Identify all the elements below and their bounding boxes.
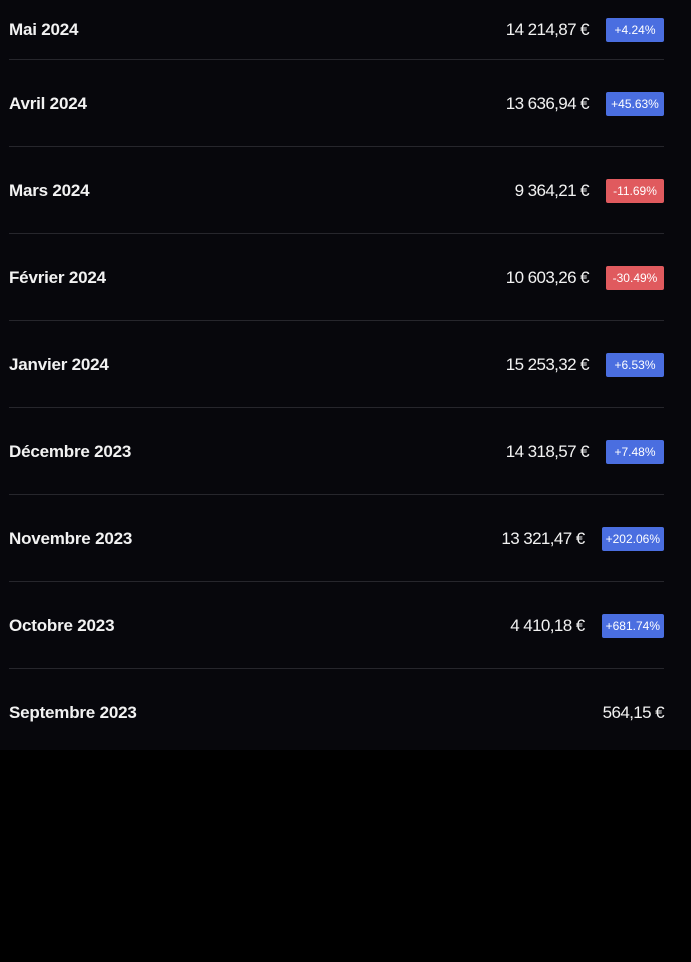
amount-value: 13 321,47 €: [501, 528, 585, 548]
row-values: 9 364,21 € -11.69%: [514, 178, 664, 203]
list-item[interactable]: Mars 2024 9 364,21 € -11.69%: [0, 147, 691, 234]
month-label: Décembre 2023: [9, 441, 132, 461]
change-badge: +6.53%: [606, 352, 664, 377]
list-item[interactable]: Janvier 2024 15 253,32 € +6.53%: [0, 321, 691, 408]
divider: [9, 320, 664, 321]
divider: [9, 407, 664, 408]
monthly-earnings-list: Mai 2024 14 214,87 € +4.24% Avril 2024 1…: [0, 0, 691, 756]
monthly-list-panel: Mai 2024 14 214,87 € +4.24% Avril 2024 1…: [0, 0, 691, 750]
divider: [9, 146, 664, 147]
amount-value: 10 603,26 €: [505, 267, 590, 287]
change-badge: -11.69%: [606, 178, 664, 203]
month-label: Octobre 2023: [9, 615, 115, 635]
change-badge: +45.63%: [606, 91, 664, 116]
amount-value: 15 253,32 €: [505, 354, 590, 374]
amount-value: 564,15 €: [602, 702, 665, 722]
row-values: 564,15 €: [602, 702, 665, 723]
change-badge: +202.06%: [601, 526, 664, 551]
row-values: 14 214,87 € +4.24%: [506, 18, 664, 42]
row-values: 13 321,47 € +202.06%: [501, 526, 664, 551]
amount-value: 9 364,21 €: [514, 180, 590, 200]
divider: [9, 668, 664, 669]
change-badge: +7.48%: [606, 439, 664, 464]
month-label: Février 2024: [9, 267, 106, 287]
list-item[interactable]: Octobre 2023 4 410,18 € +681.74%: [0, 582, 691, 669]
divider: [9, 233, 664, 234]
list-item[interactable]: Novembre 2023 13 321,47 € +202.06%: [0, 495, 691, 582]
month-label: Novembre 2023: [9, 528, 133, 548]
amount-value: 14 214,87 €: [505, 20, 590, 39]
row-values: 14 318,57 € +7.48%: [505, 439, 664, 464]
month-label: Mai 2024: [9, 20, 79, 39]
month-label: Janvier 2024: [9, 354, 109, 374]
divider: [9, 581, 664, 582]
list-item[interactable]: Avril 2024 13 636,94 € +45.63%: [0, 60, 691, 147]
list-item[interactable]: Septembre 2023 564,15 €: [0, 669, 691, 756]
divider: [9, 494, 664, 495]
row-values: 4 410,18 € +681.74%: [510, 613, 664, 638]
amount-value: 4 410,18 €: [510, 615, 585, 635]
list-item[interactable]: Février 2024 10 603,26 € -30.49%: [0, 234, 691, 321]
divider: [9, 59, 664, 60]
change-badge: +4.24%: [606, 18, 664, 42]
amount-value: 13 636,94 €: [505, 93, 590, 113]
month-label: Mars 2024: [9, 180, 90, 200]
row-values: 15 253,32 € +6.53%: [505, 352, 664, 377]
month-label: Avril 2024: [9, 93, 87, 113]
list-item[interactable]: Décembre 2023 14 318,57 € +7.48%: [0, 408, 691, 495]
row-values: 13 636,94 € +45.63%: [505, 91, 664, 116]
row-values: 10 603,26 € -30.49%: [505, 265, 664, 290]
amount-value: 14 318,57 €: [505, 441, 590, 461]
month-label: Septembre 2023: [9, 702, 137, 722]
list-item[interactable]: Mai 2024 14 214,87 € +4.24%: [0, 0, 691, 60]
change-badge: -30.49%: [606, 265, 664, 290]
change-badge: +681.74%: [601, 613, 664, 638]
